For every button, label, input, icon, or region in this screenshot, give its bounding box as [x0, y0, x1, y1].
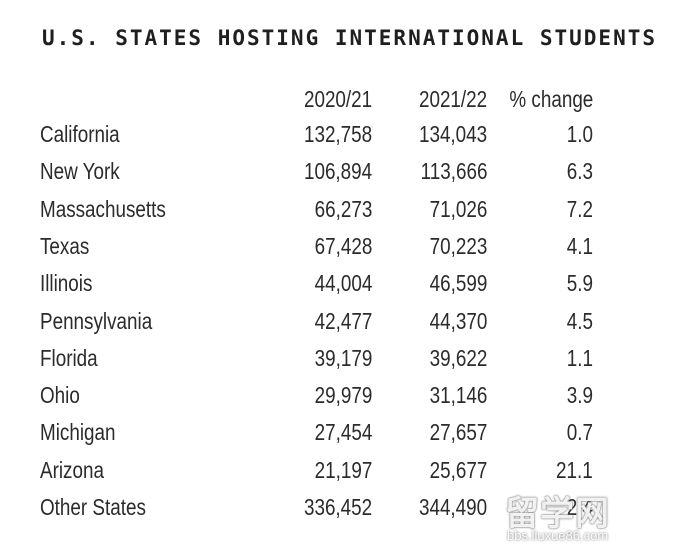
row-value-2020-21: 106,894 — [303, 158, 372, 184]
row-value-pct-change: 21.1 — [556, 457, 593, 483]
row-value-pct-change: 2.4 — [566, 494, 593, 520]
row-value-2021-22: 70,223 — [429, 233, 487, 259]
row-value-pct-change: 4.5 — [566, 308, 593, 334]
row-state-label: Michigan — [40, 419, 116, 445]
watermark-logo-text: 留学网 — [505, 494, 610, 534]
row-value-pct-change: 6.3 — [566, 158, 593, 184]
row-value-2021-22: 344,490 — [418, 494, 487, 520]
column-header-2020-21: 2020/21 — [303, 86, 372, 112]
row-value-2020-21: 27,454 — [314, 419, 372, 445]
row-state-label: Other States — [40, 494, 146, 520]
row-state-label: Texas — [40, 233, 90, 259]
row-value-pct-change: 1.0 — [566, 121, 593, 147]
row-value-2020-21: 132,758 — [303, 121, 372, 147]
row-value-2020-21: 67,428 — [314, 233, 372, 259]
row-state-label: Arizona — [40, 457, 104, 483]
row-value-2020-21: 29,979 — [314, 382, 372, 408]
row-value-2021-22: 31,146 — [429, 382, 487, 408]
row-value-2021-22: 44,370 — [429, 308, 487, 334]
column-header-pct-change: % change — [509, 86, 593, 112]
row-state-label: Massachusetts — [40, 196, 166, 222]
row-value-2020-21: 21,197 — [314, 457, 372, 483]
row-state-label: Ohio — [40, 382, 80, 408]
row-value-pct-change: 0.7 — [566, 419, 593, 445]
row-value-pct-change: 7.2 — [566, 196, 593, 222]
row-value-2021-22: 39,622 — [429, 345, 487, 371]
row-state-label: New York — [40, 158, 120, 184]
chart-title: U.S. STATES HOSTING INTERNATIONAL STUDEN… — [42, 26, 658, 50]
row-value-pct-change: 4.1 — [566, 233, 593, 259]
row-value-2020-21: 39,179 — [314, 345, 372, 371]
row-state-label: Pennsylvania — [40, 308, 153, 334]
row-value-pct-change: 1.1 — [566, 345, 593, 371]
column-header-2021-22: 2021/22 — [418, 86, 487, 112]
row-value-2021-22: 25,677 — [429, 457, 487, 483]
row-value-2020-21: 42,477 — [314, 308, 372, 334]
row-value-2020-21: 66,273 — [314, 196, 372, 222]
watermark-url: bbs.liuxue86.com — [507, 528, 609, 543]
row-value-2021-22: 113,666 — [420, 158, 487, 184]
row-value-2021-22: 71,026 — [429, 196, 487, 222]
row-value-pct-change: 5.9 — [566, 270, 593, 296]
row-value-2021-22: 134,043 — [418, 121, 487, 147]
row-value-2021-22: 27,657 — [429, 419, 487, 445]
row-state-label: California — [40, 121, 120, 147]
row-value-2020-21: 336,452 — [303, 494, 372, 520]
row-state-label: Florida — [40, 345, 98, 371]
row-value-2021-22: 46,599 — [429, 270, 487, 296]
row-value-pct-change: 3.9 — [566, 382, 593, 408]
row-value-2020-21: 44,004 — [314, 270, 372, 296]
row-state-label: Illinois — [40, 270, 93, 296]
